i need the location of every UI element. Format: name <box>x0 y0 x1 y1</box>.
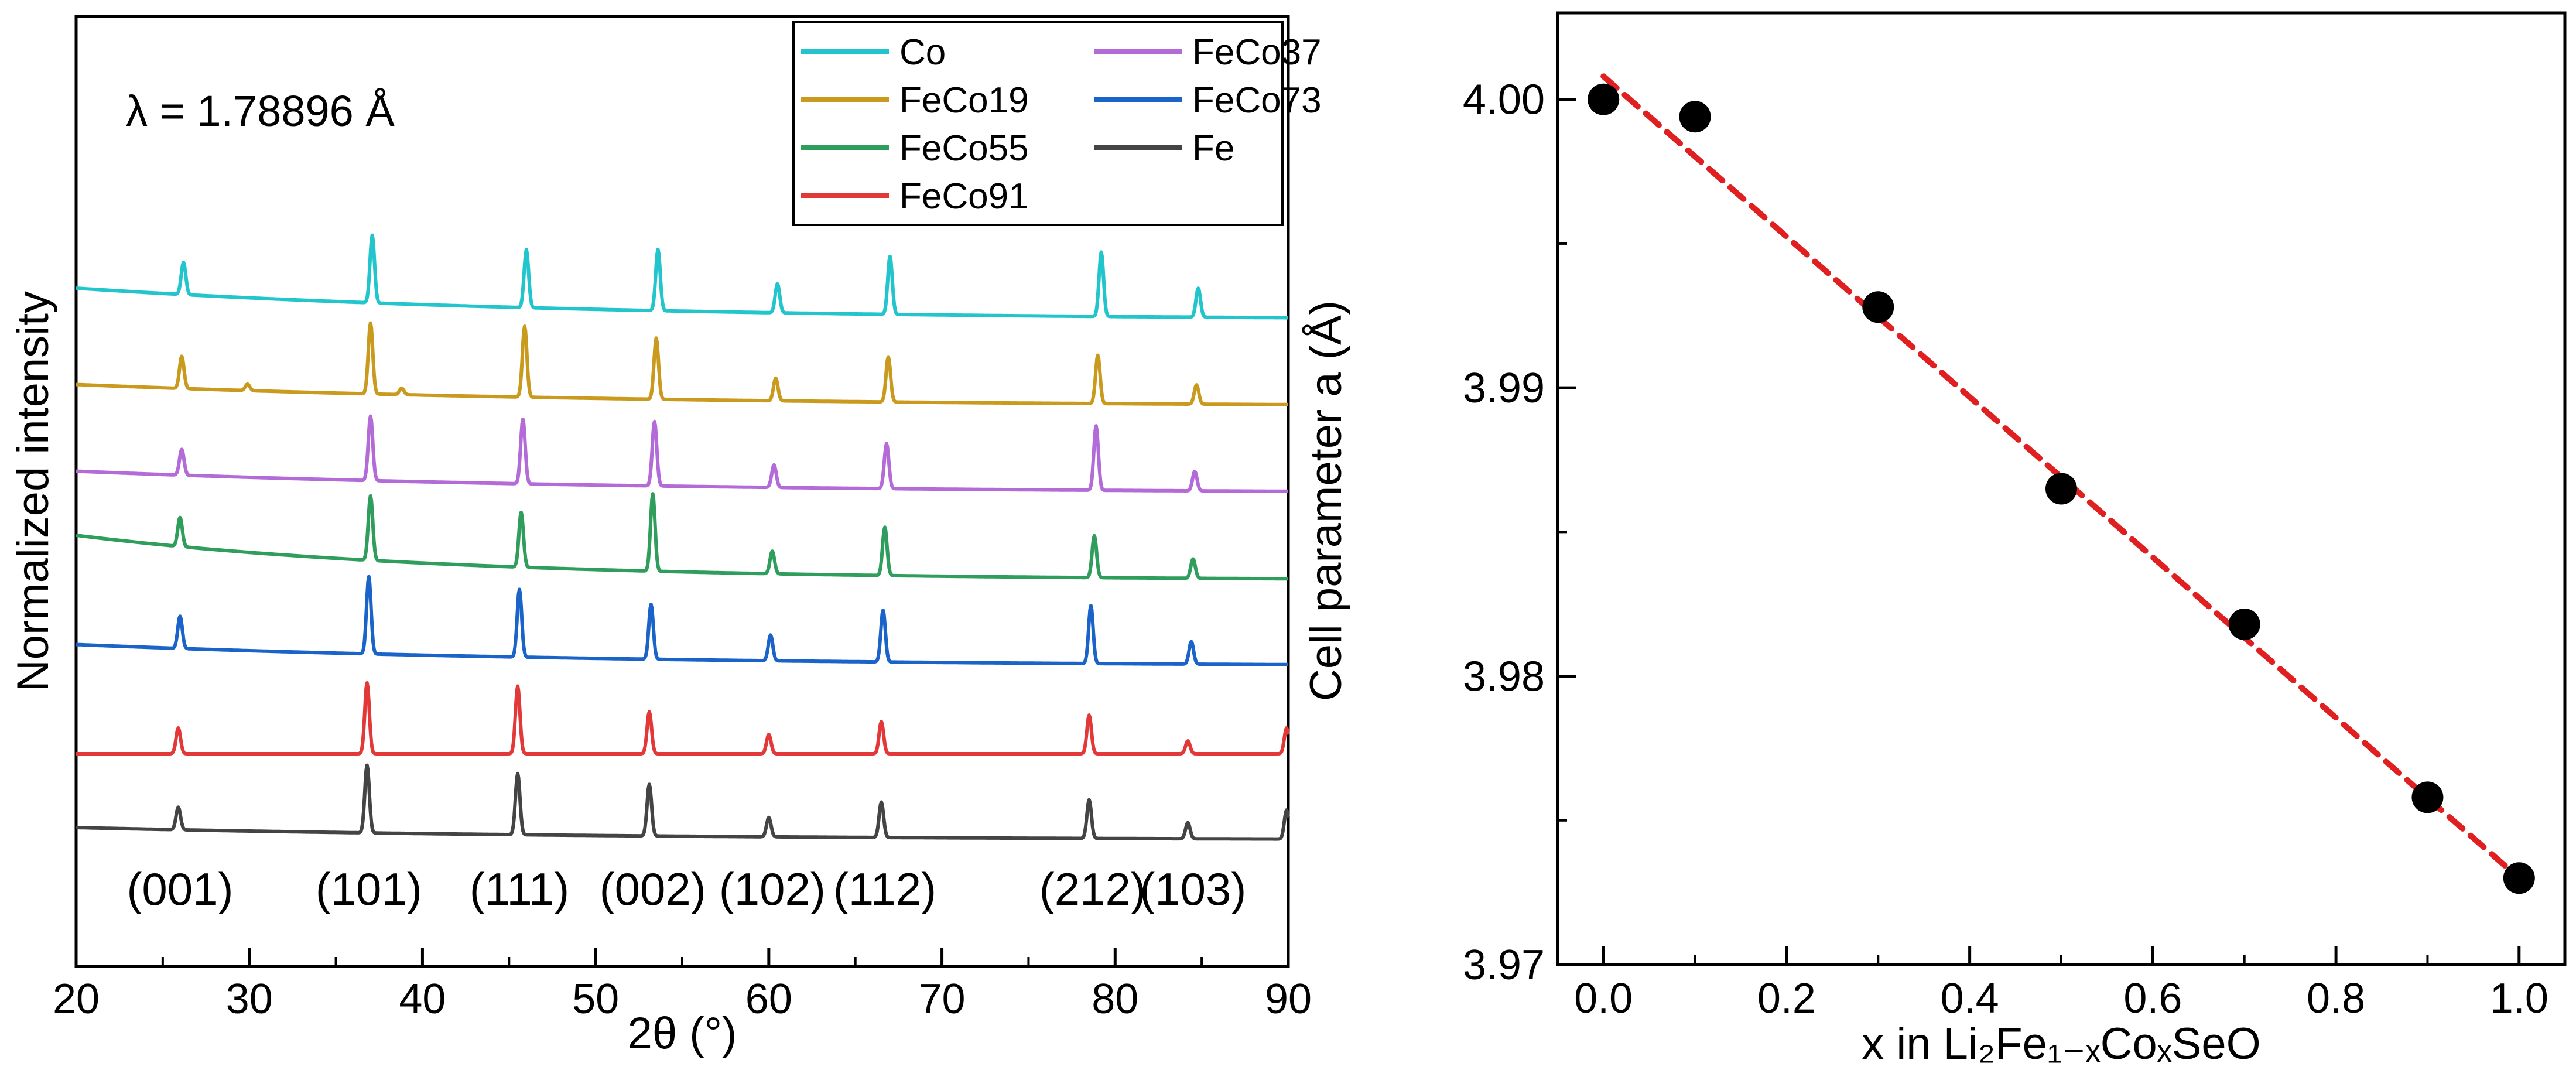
xrd-x-tick-label: 60 <box>745 976 792 1023</box>
peak-label: (212) <box>1039 863 1146 915</box>
xrd-pattern-feco55 <box>75 492 1289 581</box>
cell-x-tick-label: 1.0 <box>2490 975 2548 1022</box>
cell-y-tick-label: 4.00 <box>1463 77 1545 124</box>
cell-x-axis-title: x in Li₂Fe₁₋ₓCoₓSeO <box>1862 1019 2261 1069</box>
legend-label-feco19: FeCo19 <box>899 80 1029 121</box>
data-point <box>2503 862 2535 894</box>
legend-label-feco91: FeCo91 <box>899 176 1029 217</box>
xrd-pattern-feco91 <box>75 681 1290 756</box>
cell-x-tick-label: 0.0 <box>1574 975 1633 1022</box>
data-point <box>1588 83 1620 115</box>
xrd-x-tick-label: 90 <box>1265 976 1312 1023</box>
cell-x-tick-label: 0.8 <box>2307 975 2365 1022</box>
xrd-x-tick-label: 40 <box>399 976 446 1023</box>
peak-label: (112) <box>833 863 936 915</box>
peak-label: (101) <box>316 863 422 915</box>
cell-axis-ticks: 0.0 0.2 0.4 0.6 0.8 1.0 3.97 3.98 3.99 4.00 <box>1463 77 2548 1022</box>
xrd-panel: 20 30 40 50 60 70 80 90 (001) (101) (111) (002) (10… <box>8 15 1322 1058</box>
xrd-pattern-co <box>75 233 1289 320</box>
xrd-pattern-feco19 <box>75 321 1289 406</box>
data-point <box>2228 608 2260 640</box>
legend-label-feco55: FeCo55 <box>899 128 1029 169</box>
cell-x-tick-label: 0.6 <box>2123 975 2182 1022</box>
xrd-x-tick-label: 50 <box>572 976 619 1023</box>
xrd-series-group <box>75 233 1290 841</box>
data-point <box>2045 473 2077 505</box>
xrd-x-axis-title: 2θ (°) <box>628 1009 737 1058</box>
xrd-pattern-feco73 <box>75 575 1289 666</box>
peak-label: (002) <box>600 863 706 915</box>
cell-parameter-panel: 0.0 0.2 0.4 0.6 0.8 1.0 3.97 3.98 3.99 4.00 x in … <box>1301 11 2567 1069</box>
cell-y-axis-title: Cell parameter a (Å) <box>1301 300 1351 701</box>
wavelength-annotation: λ = 1.78896 Å <box>126 87 395 135</box>
legend-box <box>792 21 1284 226</box>
xrd-x-tick-label: 80 <box>1092 976 1138 1023</box>
xrd-x-tick-label: 70 <box>919 976 966 1023</box>
cell-x-tick-label: 0.4 <box>1941 975 1999 1022</box>
peak-label: (001) <box>126 863 233 915</box>
peak-label: (103) <box>1140 863 1246 915</box>
xrd-x-tick-label: 30 <box>226 976 273 1023</box>
cell-x-tick-label: 0.2 <box>1757 975 1816 1022</box>
peak-label: (102) <box>719 863 826 915</box>
peak-label: (111) <box>470 863 570 915</box>
xrd-x-tick-label: 20 <box>53 976 100 1023</box>
legend-label-fe: Fe <box>1192 128 1234 169</box>
data-point <box>1679 101 1711 133</box>
legend-label-feco37: FeCo37 <box>1192 32 1322 73</box>
data-points-group <box>1588 83 2535 894</box>
data-point <box>2411 781 2444 813</box>
data-point <box>1862 291 1894 323</box>
xrd-y-axis-title: Normalized intensity <box>8 291 58 692</box>
peak-labels: (001) (101) (111) (002) (102) (112) (212)(103) <box>126 863 1246 915</box>
xrd-pattern-feco37 <box>75 414 1289 493</box>
legend-label-feco73: FeCo73 <box>1192 80 1322 121</box>
cell-y-tick-label: 3.97 <box>1463 942 1545 989</box>
cell-y-tick-label: 3.98 <box>1463 654 1545 700</box>
legend-label-co: Co <box>899 32 946 73</box>
xrd-x-ticks: 20 30 40 50 60 70 80 90 <box>53 948 1312 1023</box>
xrd-pattern-fe <box>75 763 1290 841</box>
xrd-legend: Co FeCo19 FeCo55 FeCo91 FeCo37 FeCo73 Fe <box>792 21 1322 226</box>
cell-y-tick-label: 3.99 <box>1463 365 1545 412</box>
